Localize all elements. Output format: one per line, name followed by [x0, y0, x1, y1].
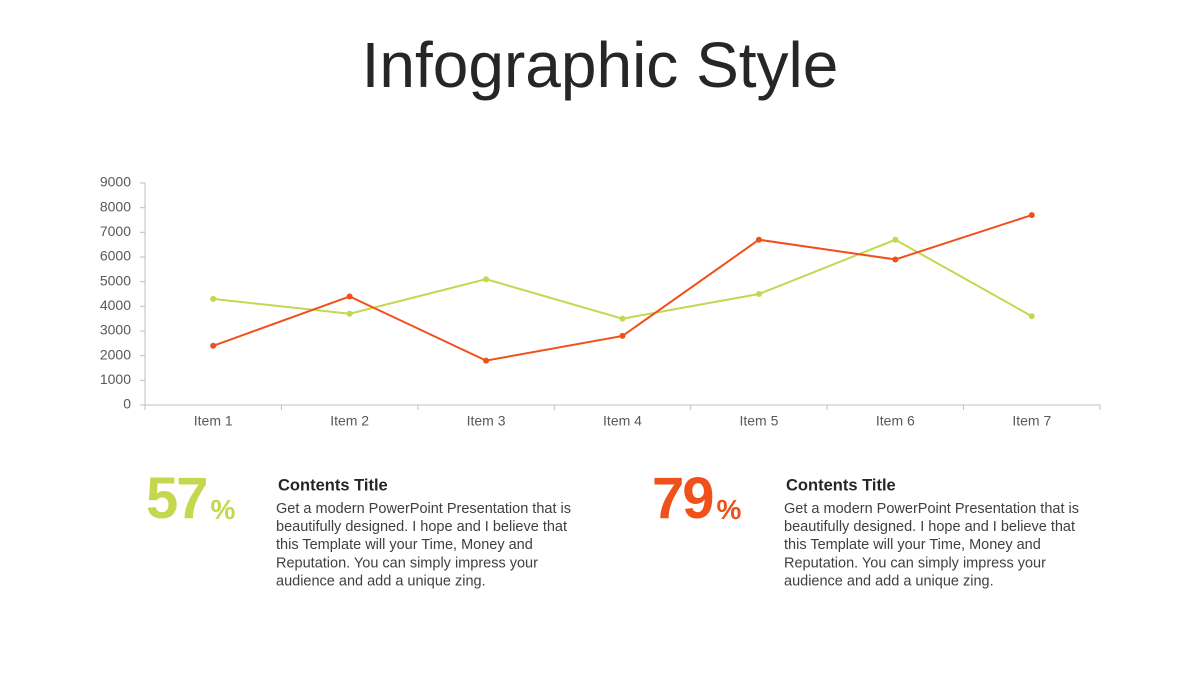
- stat-unit: %: [211, 494, 236, 525]
- content-body: audience and add a unique zing.: [276, 574, 486, 590]
- data-point: [892, 236, 899, 243]
- x-tick-label: Item 6: [876, 413, 915, 429]
- content-body: Get a modern PowerPoint Presentation tha…: [784, 501, 1079, 517]
- content-title: Contents Title: [278, 476, 388, 494]
- y-tick-label: 5000: [100, 272, 131, 288]
- stat: 57%: [146, 466, 236, 531]
- x-tick-label: Item 1: [194, 413, 233, 429]
- content-body: this Template will your Time, Money and: [276, 537, 533, 553]
- data-point: [346, 293, 353, 300]
- content-title: Contents Title: [786, 476, 896, 494]
- content-body: Reputation. You can simply impress your: [784, 555, 1046, 571]
- data-point: [483, 357, 490, 364]
- data-point: [346, 310, 353, 317]
- slide-title: Infographic Style: [362, 29, 839, 101]
- y-tick-label: 7000: [100, 223, 131, 239]
- x-tick-label: Item 7: [1012, 413, 1051, 429]
- x-tick-label: Item 4: [603, 413, 642, 429]
- content-body: Reputation. You can simply impress your: [276, 555, 538, 571]
- stat-value: 79: [652, 466, 713, 531]
- data-point: [892, 256, 899, 263]
- data-point: [755, 236, 762, 243]
- y-tick-label: 0: [123, 396, 131, 412]
- x-tick-label: Item 3: [467, 413, 506, 429]
- data-point: [210, 342, 217, 349]
- content-body: beautifully designed. I hope and I belie…: [276, 519, 567, 535]
- y-tick-label: 6000: [100, 248, 131, 264]
- data-point: [755, 291, 762, 297]
- y-tick-label: 3000: [100, 322, 131, 338]
- content-body: audience and add a unique zing.: [784, 574, 994, 590]
- x-tick-label: Item 2: [330, 413, 369, 429]
- data-point: [210, 295, 217, 302]
- content-body: Get a modern PowerPoint Presentation tha…: [276, 501, 571, 517]
- y-tick-label: 4000: [100, 297, 131, 313]
- data-point: [1028, 313, 1035, 320]
- x-tick-label: Item 5: [739, 413, 778, 429]
- series-line: [213, 238, 1033, 320]
- y-tick-label: 1000: [100, 371, 131, 387]
- content-body: beautifully designed. I hope and I belie…: [784, 519, 1075, 535]
- y-tick-label: 9000: [100, 174, 131, 190]
- content-body: this Template will your Time, Money and: [784, 537, 1041, 553]
- data-point: [1028, 212, 1035, 219]
- y-tick-label: 8000: [100, 198, 131, 214]
- data-point: [483, 276, 490, 283]
- stat: 79%: [652, 466, 742, 531]
- y-tick-label: 2000: [100, 346, 131, 362]
- data-point: [619, 315, 626, 322]
- stat-unit: %: [717, 494, 742, 525]
- data-point: [619, 332, 626, 339]
- stat-value: 57: [146, 466, 207, 531]
